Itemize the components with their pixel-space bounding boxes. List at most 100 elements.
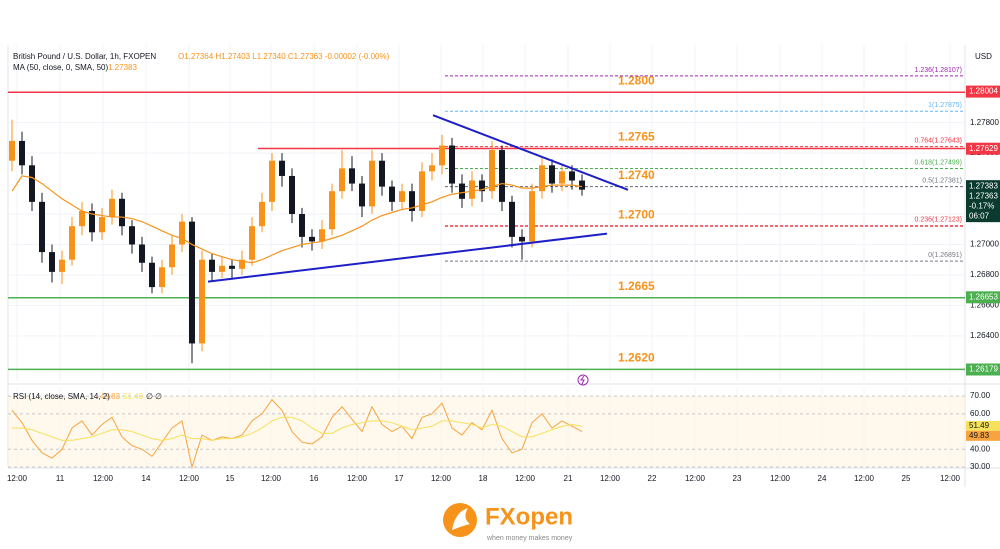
candle-body — [229, 265, 235, 269]
candle-body — [89, 210, 95, 233]
event-icon[interactable] — [577, 374, 589, 386]
candle-body — [389, 186, 395, 202]
candle-body — [379, 160, 385, 187]
candle-body — [139, 244, 145, 263]
rsi-band — [8, 396, 965, 467]
x-tick-label: 12:00 — [600, 474, 621, 483]
candle-body — [509, 201, 515, 237]
level-label: 1.2765 — [618, 130, 655, 144]
candle-body — [399, 191, 405, 202]
x-tick-label: 12:00 — [770, 474, 791, 483]
rsi-legend-value: ∅ — [155, 392, 162, 401]
y-tick-label: 60.00 — [970, 409, 991, 418]
rsi-legend-value: 51.49 — [123, 392, 144, 401]
level-label: 1.2740 — [618, 168, 655, 182]
fib-label: 0.618(1.27499) — [915, 159, 962, 166]
x-tick-label: 12:00 — [347, 474, 368, 483]
candle-body — [119, 198, 125, 227]
y-tick-label: 1.27000 — [970, 240, 999, 249]
rsi-tag — [966, 430, 1000, 441]
price-tag-line: -0.17% — [969, 201, 994, 210]
candle-body — [259, 201, 265, 227]
price-tag — [966, 85, 1000, 98]
candle-body — [79, 210, 85, 227]
rsi-title: RSI (14, close, SMA, 14, 2) — [13, 392, 110, 401]
x-tick-label: 22 — [648, 474, 657, 483]
candle-body — [199, 259, 205, 344]
logo-lion — [452, 508, 470, 530]
candle-body — [289, 175, 295, 215]
price-tag — [966, 291, 1000, 304]
fib-label: 0(1.26891) — [928, 252, 962, 259]
candle-body — [569, 171, 575, 181]
candle-body — [129, 226, 135, 245]
price-tag-line: 1.27363 — [969, 191, 998, 200]
candle-body — [49, 252, 55, 272]
candle-body — [409, 191, 415, 211]
candle-body — [529, 191, 535, 242]
candle-body — [539, 165, 545, 192]
candle-body — [9, 140, 15, 161]
chart-title: British Pound / U.S. Dollar, 1h, FXOPEN — [13, 52, 156, 61]
price-tag-label: 1.27629 — [969, 144, 998, 153]
x-tick-label: 15 — [226, 474, 235, 483]
candle-body — [249, 226, 255, 260]
x-tick-label: 14 — [142, 474, 151, 483]
candle-body — [309, 236, 315, 242]
y-tick-label: 70.00 — [970, 391, 991, 400]
fib-label: 0.764(1.27643) — [915, 137, 962, 144]
candle-body — [559, 171, 565, 184]
candle-body — [69, 226, 75, 260]
price-tag — [966, 180, 1000, 223]
logo: FXopen when money makes money — [443, 503, 573, 542]
candle-body — [189, 221, 195, 344]
candle-body — [169, 244, 175, 268]
sma-line — [11, 175, 583, 264]
candle-body — [209, 259, 215, 272]
candle-body — [439, 145, 445, 166]
y-tick-label: 1.26400 — [970, 331, 999, 340]
rsi-legend-value: 49.83 — [100, 392, 121, 401]
candle-body — [159, 267, 165, 288]
ma-label: MA (50, close, 0, SMA, 50) — [13, 63, 108, 72]
level-label: 1.2620 — [618, 351, 655, 365]
candle-body — [299, 214, 305, 237]
axis-unit: USD — [975, 52, 992, 61]
candle-body — [339, 168, 345, 192]
candle-body — [99, 217, 105, 233]
x-tick-label: 12:00 — [179, 474, 200, 483]
level-label: 1.2665 — [618, 279, 655, 293]
x-tick-label: 12:00 — [854, 474, 875, 483]
candle-body — [329, 191, 335, 230]
price-tag-label: 1.27383 — [969, 181, 998, 190]
ma-value: 1.27383 — [108, 63, 137, 72]
price-tag-label: 1.28004 — [969, 87, 998, 96]
price-tag — [966, 142, 1000, 155]
grid — [8, 45, 965, 468]
candle-body — [429, 165, 435, 172]
candle-body — [479, 180, 485, 192]
candle-body — [59, 259, 65, 272]
candle-body — [279, 160, 285, 176]
candle-body — [19, 140, 25, 166]
y-tick-label: 1.27800 — [970, 118, 999, 127]
x-tick-label: 12:00 — [685, 474, 706, 483]
fib-label: 0.5(1.27381) — [922, 177, 962, 184]
ohlc: O1.27364 H1.27403 L1.27340 C1.27363 -0.0… — [178, 52, 390, 61]
candle-body — [239, 259, 245, 269]
fib-label: 0.236(1.27123) — [915, 217, 962, 224]
x-tick-label: 12:00 — [515, 474, 536, 483]
rsi-legend-value: ∅ — [146, 392, 153, 401]
x-tick-label: 11 — [56, 474, 65, 483]
fib-label: 1.236(1.28107) — [915, 67, 962, 74]
trendline — [207, 232, 608, 283]
candle-body — [549, 165, 555, 184]
x-tick-label: 12:00 — [93, 474, 114, 483]
candle-body — [359, 183, 365, 207]
x-tick-label: 25 — [902, 474, 911, 483]
x-tick-label: 24 — [818, 474, 827, 483]
event-icon-bolt — [580, 375, 585, 385]
price-tag-label: 1.26179 — [969, 365, 998, 374]
candle-body — [179, 221, 185, 245]
candle-body — [579, 180, 585, 190]
